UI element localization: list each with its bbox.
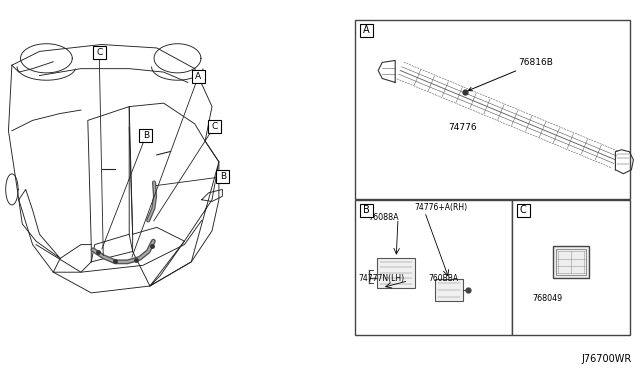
Text: A: A xyxy=(195,72,202,81)
Bar xyxy=(355,200,512,335)
Bar xyxy=(360,24,372,37)
Text: C: C xyxy=(211,122,218,131)
Text: 74777N(LH): 74777N(LH) xyxy=(358,274,404,283)
Text: A: A xyxy=(363,25,369,35)
Bar xyxy=(360,203,372,217)
Bar xyxy=(512,200,630,335)
Text: 74776+A(RH): 74776+A(RH) xyxy=(415,203,468,212)
Text: B: B xyxy=(143,131,149,140)
Bar xyxy=(192,70,205,83)
Text: C: C xyxy=(520,205,526,215)
Bar xyxy=(553,246,589,278)
Bar xyxy=(377,258,415,288)
Text: C: C xyxy=(96,48,102,57)
Bar xyxy=(208,120,221,133)
Bar xyxy=(556,249,586,275)
Text: B: B xyxy=(363,205,369,215)
Text: B: B xyxy=(220,172,226,181)
Text: 768049: 768049 xyxy=(532,294,563,303)
Bar xyxy=(140,129,152,142)
Bar xyxy=(93,46,106,58)
Text: 76088A: 76088A xyxy=(368,214,399,222)
Bar xyxy=(435,279,463,301)
Bar xyxy=(516,203,529,217)
Text: J76700WR: J76700WR xyxy=(582,354,632,364)
Bar xyxy=(355,20,630,199)
Text: 74776: 74776 xyxy=(448,123,477,132)
Text: 760BBA: 760BBA xyxy=(429,274,459,283)
Text: 76816B: 76816B xyxy=(468,58,553,91)
Bar xyxy=(216,170,229,183)
